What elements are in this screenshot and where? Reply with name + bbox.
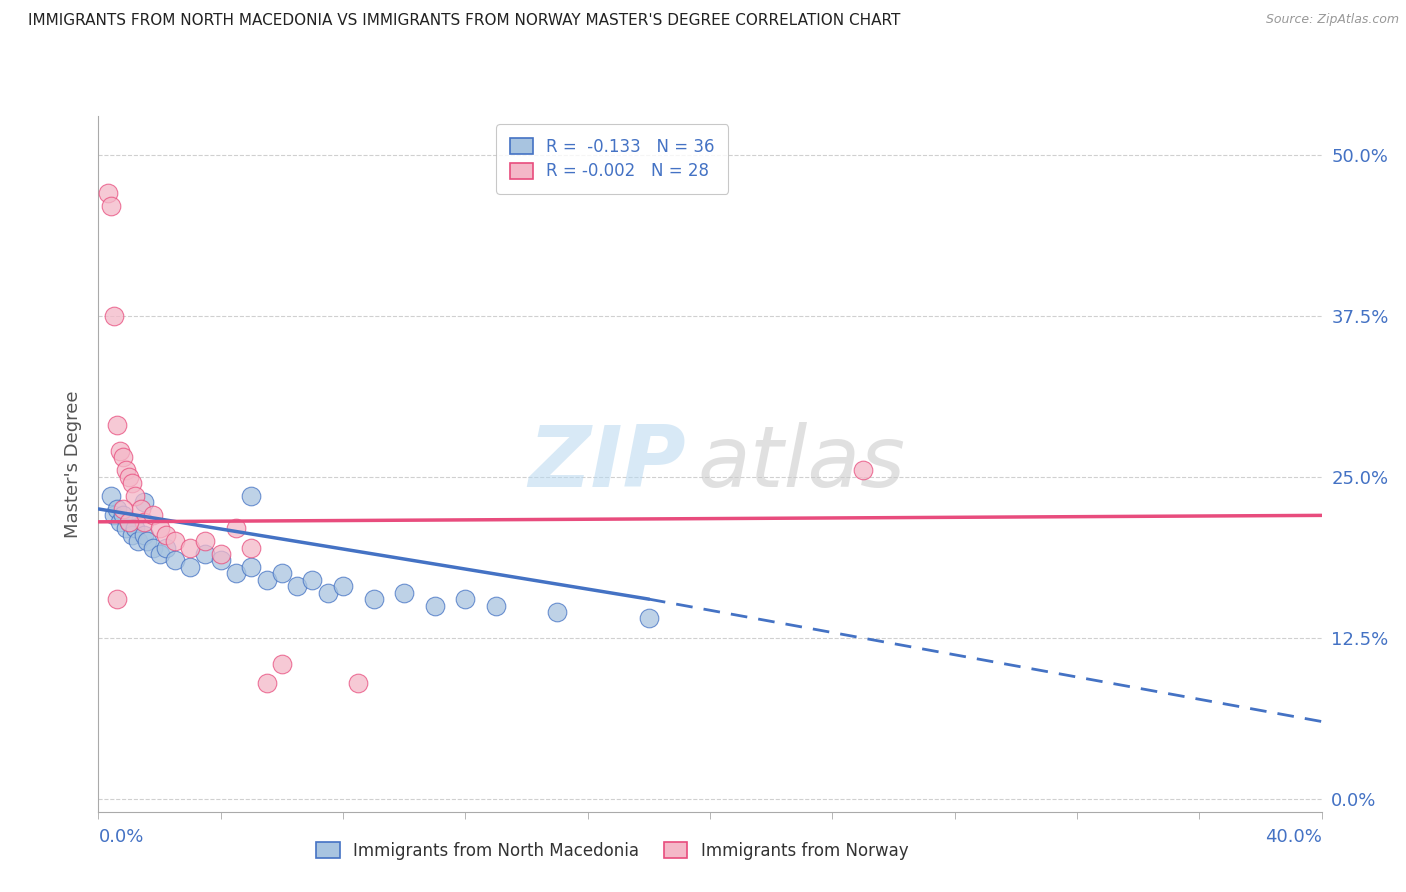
Point (142, 508, 165, 523)
Point (115, 521, 138, 535)
Point (392, 585, 416, 599)
Point (163, 553, 186, 567)
Point (225, 521, 247, 535)
Point (270, 566, 294, 581)
Point (100, 199, 122, 213)
Point (240, 489, 263, 503)
Point (105, 502, 128, 516)
Point (225, 566, 247, 581)
Text: Source: ZipAtlas.com: Source: ZipAtlas.com (1265, 13, 1399, 27)
Text: IMMIGRANTS FROM NORTH MACEDONIA VS IMMIGRANTS FROM NORWAY MASTER'S DEGREE CORREL: IMMIGRANTS FROM NORTH MACEDONIA VS IMMIG… (28, 13, 900, 29)
Point (256, 573, 278, 587)
Text: 0.0%: 0.0% (98, 828, 143, 846)
Point (136, 534, 159, 549)
Point (142, 541, 165, 555)
Point (111, 508, 134, 523)
Point (301, 573, 323, 587)
Point (179, 560, 201, 574)
Point (118, 469, 141, 483)
Point (256, 676, 278, 690)
Point (179, 541, 201, 555)
Point (108, 515, 131, 529)
Point (423, 599, 446, 613)
Point (134, 495, 156, 509)
Point (637, 611, 661, 625)
Point (149, 521, 172, 535)
Point (111, 450, 134, 465)
Point (485, 599, 508, 613)
Point (134, 515, 156, 529)
Point (194, 547, 217, 561)
Point (240, 560, 263, 574)
Text: 40.0%: 40.0% (1265, 828, 1322, 846)
Point (105, 418, 128, 433)
Point (134, 527, 156, 541)
Point (316, 585, 339, 599)
Text: ZIP: ZIP (527, 422, 686, 506)
Point (209, 547, 232, 561)
Point (347, 676, 370, 690)
Y-axis label: Master's Degree: Master's Degree (63, 390, 82, 538)
Point (121, 527, 143, 541)
Point (115, 463, 138, 477)
Point (97, 186, 120, 201)
Point (163, 534, 186, 549)
Point (111, 502, 134, 516)
Point (270, 657, 294, 671)
Point (546, 605, 568, 619)
Point (103, 309, 125, 323)
Point (124, 521, 146, 535)
Text: atlas: atlas (697, 422, 905, 506)
Point (194, 534, 217, 549)
Legend: Immigrants from North Macedonia, Immigrants from Norway: Immigrants from North Macedonia, Immigra… (302, 829, 921, 873)
Point (285, 579, 308, 593)
Point (127, 534, 149, 549)
Point (105, 592, 128, 607)
Point (332, 579, 354, 593)
Point (129, 502, 152, 516)
Point (363, 592, 385, 607)
Point (118, 515, 141, 529)
Point (240, 541, 263, 555)
Point (100, 489, 122, 503)
Point (108, 444, 131, 458)
Point (852, 463, 875, 477)
Point (209, 553, 232, 567)
Point (155, 527, 177, 541)
Point (103, 508, 125, 523)
Point (454, 592, 477, 607)
Point (149, 547, 172, 561)
Point (118, 515, 141, 529)
Point (155, 541, 177, 555)
Point (124, 489, 146, 503)
Point (121, 476, 143, 491)
